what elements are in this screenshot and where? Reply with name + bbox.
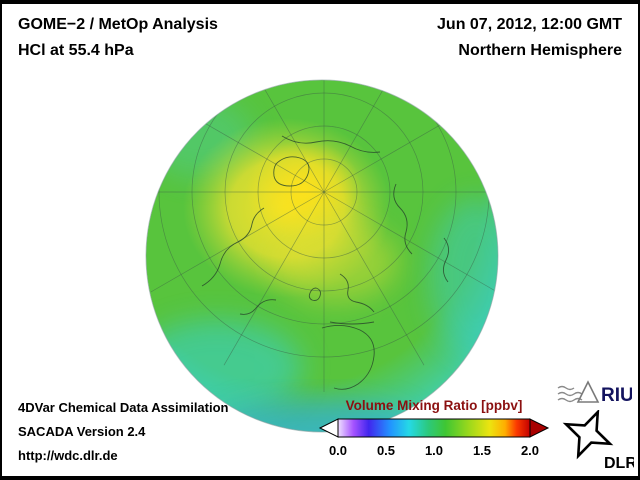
colorbar-tick-3: 1.5: [473, 443, 491, 458]
coastlines: [201, 135, 449, 390]
colorbar-tick-4: 2.0: [521, 443, 539, 458]
riu-logo-waves: [557, 385, 583, 403]
globe-map: [144, 78, 500, 434]
colorbar: 0.0 0.5 1.0 1.5 2.0: [318, 418, 550, 458]
colorbar-tick-0: 0.0: [329, 443, 347, 458]
cyan-patch-east: [430, 198, 498, 358]
riu-logo: RIU: [557, 380, 632, 406]
hemisphere-label: Northern Hemisphere: [458, 42, 622, 59]
colorbar-tick-2: 1.0: [425, 443, 443, 458]
header-left: GOME−2 / MetOp Analysis HCl at 55.4 hPa: [18, 12, 218, 64]
riu-logo-text: RIU: [601, 385, 632, 406]
blue-rim-south: [216, 400, 416, 432]
assimilation-label: 4DVar Chemical Data Assimilation: [18, 400, 229, 415]
colorbar-under-arrow: [318, 418, 339, 438]
dlr-logo-star: [562, 410, 614, 460]
website-url: http://wdc.dlr.de: [18, 448, 118, 463]
species-level-label: HCl at 55.4 hPa: [18, 42, 134, 59]
dlr-logo: DLR: [562, 410, 634, 472]
datetime-label: Jun 07, 2012, 12:00 GMT: [437, 16, 622, 33]
colorbar-ramp: [337, 418, 531, 438]
header-right: Jun 07, 2012, 12:00 GMT Northern Hemisph…: [437, 12, 622, 64]
colorbar-tick-1: 0.5: [377, 443, 395, 458]
riu-logo-triangle: [576, 380, 600, 403]
analysis-title: GOME−2 / MetOp Analysis: [18, 16, 218, 33]
dlr-logo-text: DLR: [604, 455, 634, 472]
version-label: SACADA Version 2.4: [18, 424, 146, 439]
colorbar-title: Volume Mixing Ratio [ppbv]: [345, 398, 523, 413]
colorbar-over-arrow: [529, 418, 550, 438]
footer-credits: 4DVar Chemical Data Assimilation SACADA …: [18, 396, 229, 468]
globe-limb: [145, 79, 499, 433]
globe-svg: [145, 79, 499, 433]
